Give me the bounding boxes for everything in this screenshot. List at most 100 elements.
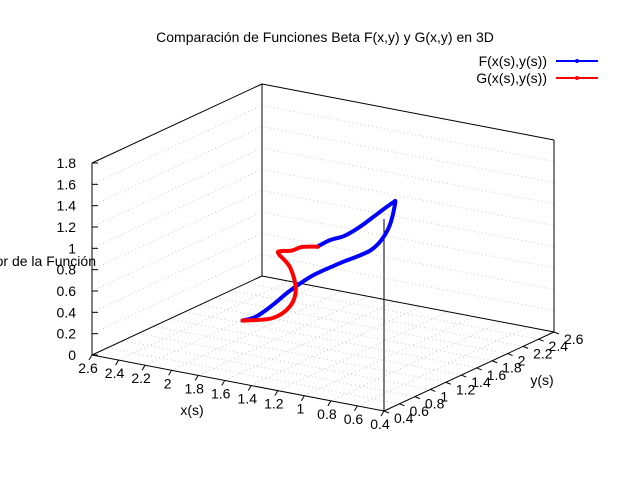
x-tick-label: 1.4 [238,391,258,407]
y-tick-label: 2.4 [549,338,569,354]
grid-line-base-x [251,306,422,386]
z-tick-label: 0 [68,347,76,363]
grid-line-base-x [277,311,449,392]
y-tick-label: 1.6 [487,367,507,383]
box-edge [91,354,385,412]
grid-line-wall-right [261,147,555,205]
legend-marker-f [575,59,579,63]
grid-line-base-y [230,289,524,347]
y-tick-mark [507,353,513,357]
box-edge [261,83,555,141]
tick-labels: 0.40.60.811.21.41.61.822.22.42.60.40.60.… [57,155,584,432]
x-tick-mark [354,405,358,412]
x-tick-label: 0.4 [370,416,390,432]
y-tick-label: 0.6 [409,403,429,419]
y-tick-mark [461,374,467,378]
grid-line-base-x [171,290,342,371]
y-tick-label: 1 [440,388,448,404]
z-tick-label: 1.6 [57,176,77,192]
x-tick-mark [380,410,385,417]
box-edge [261,275,555,333]
grid-line-wall-right [261,168,555,226]
grid-line-wall-right [261,232,555,290]
y-tick-mark [522,345,529,349]
x-tick-label: 1.8 [184,380,204,396]
x-tick-mark [300,395,305,401]
grid-line-wall-left [91,126,263,207]
grid-line-wall-right [261,254,555,312]
x-tick-label: 2 [164,375,172,391]
grid-line-base-x [330,321,502,402]
series-line-f [240,198,398,323]
grid-line-wall-left [91,104,263,185]
grid-line-wall-left [91,211,263,292]
y-tick-mark [538,338,544,342]
x-tick-label: 1.2 [264,396,284,412]
grid-line-base-x [118,280,289,361]
x-tick-mark [194,375,199,381]
grid-line-base-x [144,285,316,366]
grid-line-wall-left [91,147,263,228]
x-tick-label: 0.8 [317,406,337,422]
y-tick-label: 2 [518,353,526,369]
y-tick-mark [476,367,482,371]
z-axis-label: Valor de la Función [0,253,96,269]
grid-line-base-y [122,340,416,398]
x-tick-mark [247,385,252,391]
grid-line-base-y [215,297,508,355]
x-tick-label: 1 [296,401,304,417]
chart-title: Comparación de Funciones Beta F(x,y) y G… [156,29,494,45]
box-edge [91,275,263,356]
grid-line-wall-right [261,211,555,269]
y-axis-label: y(s) [530,372,553,388]
grid-line-base-y [200,304,493,362]
y-tick-mark [445,381,452,385]
grid-line-wall-left [91,232,263,313]
grid-line-wall-right [261,126,555,184]
grid-line-base-x [304,316,475,397]
y-tick-mark [414,396,421,400]
x-tick-mark [168,370,173,376]
y-tick-label: 0.4 [394,410,414,426]
y-tick-label: 1.2 [456,381,476,397]
x-tick-mark [274,390,279,396]
axes-box [91,83,555,412]
x-tick-mark [88,354,93,361]
legend-label-f: F(x(s),y(s)) [479,53,547,69]
x-axis-label: x(s) [180,402,203,418]
grid-layer [91,83,555,412]
grid-line-base-y [153,325,446,383]
x-tick-mark [221,380,226,386]
grid-line-wall-left [91,168,263,249]
x-tick-mark [141,364,146,371]
y-tick-label: 0.8 [425,396,445,412]
z-tick-label: 1.2 [57,219,77,235]
z-tick-label: 1.8 [57,155,77,171]
grid-line-base-x [197,295,369,376]
legend: F(x(s),y(s)) G(x(s),y(s)) [476,53,598,86]
grid-line-base-y [184,311,477,369]
y-tick-label: 1.8 [502,360,522,376]
y-tick-label: 2.2 [533,345,553,361]
y-tick-mark [383,410,390,414]
x-tick-label: 2.4 [105,365,125,381]
grid-line-base-x [357,326,528,407]
grid-line-base-y [169,318,462,376]
series-layer [240,198,398,323]
grid-line-base-x [224,301,395,381]
legend-marker-g [575,76,579,80]
y-tick-mark [430,388,436,392]
z-tick-label: 1 [68,240,76,256]
x-tick-label: 2.6 [78,360,98,376]
grid-line-base-y [107,347,400,405]
z-tick-label: 0.2 [57,326,77,342]
y-tick-mark [553,331,560,335]
z-tick-label: 1.4 [57,198,77,214]
series-line-g [240,244,320,323]
y-tick-label: 1.4 [471,374,491,390]
box-edge [383,331,555,412]
x-tick-label: 0.6 [344,411,364,427]
box-edge [91,83,263,164]
z-tick-label: 0.4 [57,304,77,320]
